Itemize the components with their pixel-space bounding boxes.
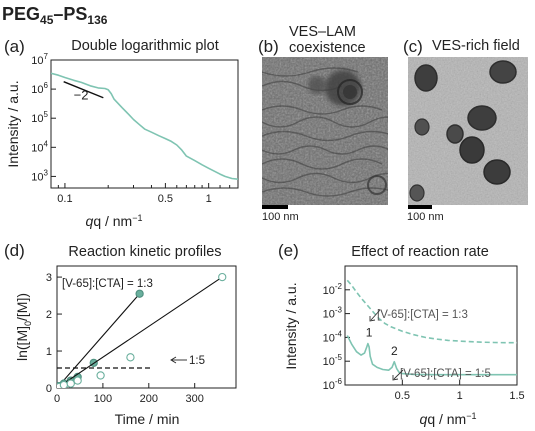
panel-d-axes: 0 100 200 300 0 1 2 3 xyxy=(46,272,204,405)
panel-d-point-s2 xyxy=(96,371,105,380)
panel-d-ytick-label: 1 xyxy=(46,346,52,358)
panel-e-frame xyxy=(344,265,518,386)
panel-d-series1-label: [V-65]:[CTA] = 1:3 xyxy=(62,278,153,290)
panel-e-peak-label: 2 xyxy=(391,344,398,358)
panel-d-point-s2 xyxy=(73,376,82,385)
panel-a: (a) Double logarithmic plot 0.1 0.5 1 103 10… xyxy=(4,37,239,229)
panel-e-xtick-label: 0.5 xyxy=(395,390,410,402)
panel-b-title-line1: VES–LAM xyxy=(289,24,356,40)
panel-a-xtick-label: 0.1 xyxy=(57,193,72,205)
panel-a-slope-label: −2 xyxy=(74,88,89,103)
panel-d-point-s2 xyxy=(59,380,69,388)
panel-d-xlabel: Time / min xyxy=(115,411,180,427)
panel-b-scale-bar xyxy=(262,205,288,209)
panel-d-xtick-label: 0 xyxy=(54,393,60,405)
panel-e-curve-1 xyxy=(346,279,517,344)
panel-d-xtick-label: 100 xyxy=(94,393,112,405)
panel-e-ytick-label: 10-6 xyxy=(323,377,343,392)
panel-e-plot-area xyxy=(346,279,517,376)
figure-title: PEG45–PS136 xyxy=(2,4,108,27)
panel-e-peak-label: 1 xyxy=(366,325,373,339)
panel-d-point-s2 xyxy=(218,272,227,282)
panel-d-point-s2 xyxy=(126,353,135,362)
panel-e-curve-2 xyxy=(346,335,517,376)
panel-a-ytick-label: 104 xyxy=(31,139,48,154)
panel-a-ytick-label: 106 xyxy=(31,81,48,96)
panel-b-scale-label: 100 nm xyxy=(262,211,299,223)
panel-a-frame xyxy=(50,59,239,189)
panel-d-point-s2 xyxy=(66,379,75,388)
panel-d-fit-line-1 xyxy=(57,293,141,388)
panel-e-series1-label: [V-65]:[CTA] = 1:3 xyxy=(377,309,468,321)
panel-b: (b) VES–LAM coexistence 100 n xyxy=(258,24,388,223)
panel-d-label: (d) xyxy=(4,241,25,260)
panel-a-slope-line xyxy=(63,81,104,99)
panel-a-xtick-label: 0.5 xyxy=(158,193,173,205)
panel-a-ytick-label: 103 xyxy=(31,168,48,183)
panel-a-ylabel: Intensity / a.u. xyxy=(5,80,21,167)
panel-e-ytick-label: 10-2 xyxy=(323,282,343,297)
panel-d-frame xyxy=(56,265,237,389)
panel-a-xtick-label: 1 xyxy=(206,193,212,205)
panel-a-ytick-label: 107 xyxy=(31,52,48,67)
panel-a-curve xyxy=(51,72,238,180)
panel-a-xlabel: qq / nm−1 xyxy=(86,213,143,229)
panel-e-xtick-label: 1 xyxy=(457,390,463,402)
panel-e-axes: 0.5 1 1.5 10-6 10-5 10-4 10-3 10-2 1 2 xyxy=(323,282,525,402)
panel-e-title: Effect of reaction rate xyxy=(351,244,489,260)
panel-a-ytick-label: 105 xyxy=(31,110,48,125)
panel-e-ytick-label: 10-4 xyxy=(323,329,343,344)
panel-d-ylabel: ln([M]0/[M]) xyxy=(14,293,33,361)
panel-d-ytick-label: 3 xyxy=(46,272,52,284)
panel-d-arrow xyxy=(170,356,187,364)
panel-c-label: (c) xyxy=(403,37,423,56)
panel-d-fit-line-2 xyxy=(57,276,223,388)
panel-d-xtick-label: 300 xyxy=(186,393,204,405)
panel-a-title: Double logarithmic plot xyxy=(71,38,219,54)
panel-c-title: VES-rich field xyxy=(432,38,520,54)
panel-e-ytick-label: 10-5 xyxy=(323,353,343,368)
panel-d-series2-label: 1:5 xyxy=(189,355,205,367)
panel-b-title-line2: coexistence xyxy=(289,40,366,56)
panel-c-micrograph xyxy=(408,57,528,205)
panel-e-label: (e) xyxy=(278,241,299,260)
panel-e-ylabel: Intensity / a.u. xyxy=(283,282,299,369)
panel-c: (c) VES-rich field 100 nm xyxy=(403,37,528,223)
panel-e-ytick-label: 10-3 xyxy=(323,306,343,321)
panel-a-label: (a) xyxy=(4,37,25,56)
panel-d-title: Reaction kinetic profiles xyxy=(68,244,221,260)
panel-e-arrows xyxy=(369,309,404,381)
panel-b-label: (b) xyxy=(258,37,279,56)
panel-d-xtick-label: 200 xyxy=(140,393,158,405)
panel-b-micrograph xyxy=(262,57,388,205)
panel-e-series2-label: [V-65]:[CTA] = 1:5 xyxy=(400,368,491,380)
panel-a-plot-area xyxy=(51,72,238,180)
panel-d-plot-area xyxy=(57,272,227,388)
panel-e-xlabel: qq / nm−1 xyxy=(420,411,477,427)
panel-c-scale-label: 100 nm xyxy=(407,211,444,223)
panel-d-ytick-label: 2 xyxy=(46,309,52,321)
panel-e: (e) Effect of reaction rate 0.5 1 1.5 10-6 1… xyxy=(278,241,525,427)
panel-e-xtick-label: 1.5 xyxy=(509,390,524,402)
panel-d: (d) Reaction kinetic profiles 0 100 200 300… xyxy=(4,241,237,427)
panel-a-axes: 0.1 0.5 1 103 104 105 106 107 −2 xyxy=(31,52,231,205)
panel-d-point-s1 xyxy=(135,289,144,298)
panel-d-ytick-label: 0 xyxy=(46,383,52,395)
panel-c-scale-bar xyxy=(408,205,432,209)
